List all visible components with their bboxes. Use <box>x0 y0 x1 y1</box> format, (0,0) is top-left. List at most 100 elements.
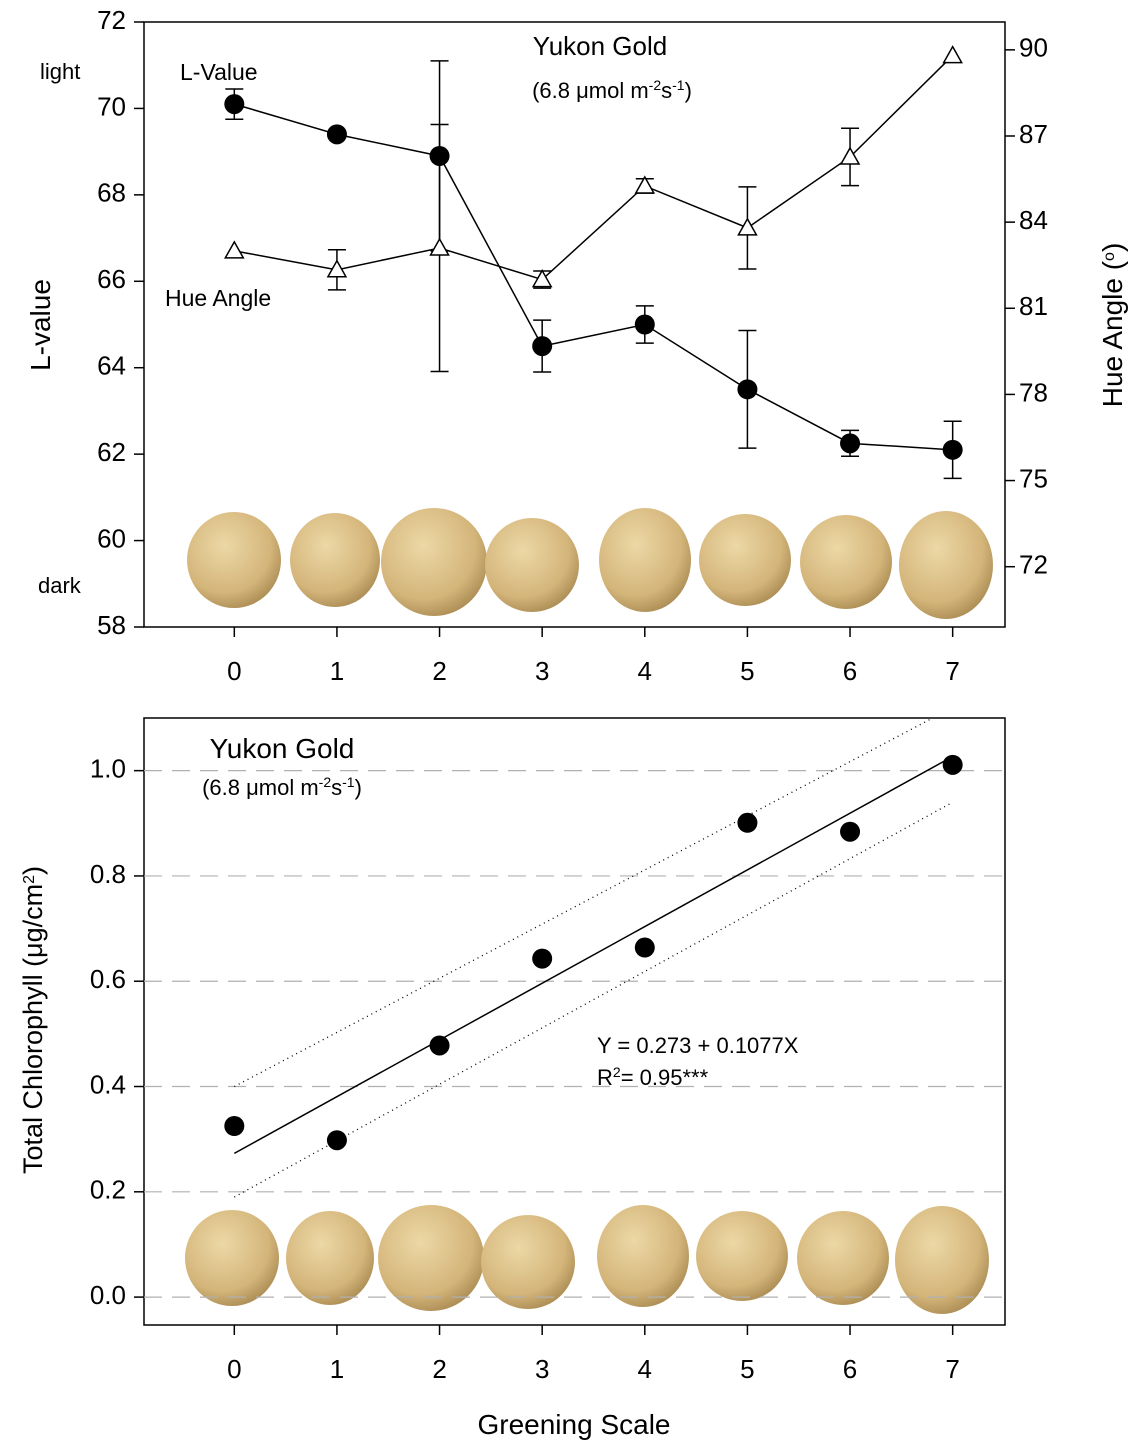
y-tick-label: 0.0 <box>90 1280 126 1310</box>
r2-part: = 0.95*** <box>621 1065 709 1090</box>
data-point <box>840 821 861 842</box>
series-line <box>234 103 953 451</box>
subtitle-part: ) <box>685 78 692 103</box>
data-point <box>326 124 347 145</box>
clip-group <box>233 718 954 1198</box>
y2-tick-label: 72 <box>1019 550 1048 580</box>
y-tick-label: 0.6 <box>90 964 126 994</box>
data-point <box>429 1035 450 1056</box>
label-part: Total Chlorophyll (μg/cm <box>18 884 48 1174</box>
y-tick-label: 72 <box>97 5 126 35</box>
subtitle-part: -1 <box>342 774 355 790</box>
x-tick-label: 5 <box>740 1354 754 1384</box>
y-tick-label: 64 <box>97 351 126 381</box>
label-part: Hue Angle ( <box>1097 260 1128 407</box>
x-tick-label: 6 <box>843 656 857 686</box>
data-point <box>634 314 655 335</box>
data-point <box>737 812 758 833</box>
data-point <box>224 94 245 115</box>
x-tick-label: 7 <box>945 656 959 686</box>
data-point <box>224 240 245 259</box>
y-tick-label: 58 <box>97 610 126 640</box>
label-part: ) <box>18 866 48 875</box>
chart-title: Yukon Gold <box>533 31 667 61</box>
y-tick-label: 62 <box>97 437 126 467</box>
x-tick-label: 1 <box>330 1354 344 1384</box>
series-label: Hue Angle <box>165 285 271 311</box>
chart-subtitle: (6.8 μmol m-2s-1) <box>202 774 362 800</box>
subtitle-part: -2 <box>319 774 332 790</box>
x-tick-label: 4 <box>638 656 652 686</box>
data-point <box>532 948 553 969</box>
y-tick-label: 0.4 <box>90 1069 126 1099</box>
x-tick-label: 4 <box>638 1354 652 1384</box>
subtitle-part: -1 <box>672 77 685 93</box>
data-point <box>224 1116 245 1137</box>
y-tick-label: 1.0 <box>90 754 126 784</box>
data-point <box>429 237 450 256</box>
label-part: o <box>1101 252 1118 261</box>
data-point <box>942 754 963 775</box>
y-tick-label: 0.8 <box>90 859 126 889</box>
y2-tick-label: 75 <box>1019 463 1048 493</box>
y2-tick-label: 84 <box>1019 205 1048 235</box>
subtitle-part: (6.8 μmol m <box>202 775 319 800</box>
x-tick-label: 3 <box>535 656 549 686</box>
y2-tick-label: 87 <box>1019 119 1048 149</box>
x-tick-label: 2 <box>432 1354 446 1384</box>
regression-line <box>233 755 954 1155</box>
label-part: ) <box>1097 243 1128 252</box>
data-point <box>531 269 553 288</box>
data-point <box>737 217 758 236</box>
fit-r2: R2= 0.95*** <box>597 1064 709 1090</box>
x-axis-label: Greening Scale <box>477 1409 670 1440</box>
subtitle-part: s <box>661 78 672 103</box>
annotation: dark <box>38 573 82 598</box>
y-tick-label: 68 <box>97 178 126 208</box>
y2-tick-label: 78 <box>1019 377 1048 407</box>
x-tick-label: 1 <box>330 656 344 686</box>
x-tick-label: 2 <box>432 656 446 686</box>
x-tick-label: 7 <box>945 1354 959 1384</box>
subtitle-part: s <box>331 775 342 800</box>
y-tick-label: 66 <box>97 264 126 294</box>
y2-tick-label: 90 <box>1019 33 1048 63</box>
y-tick-label: 0.2 <box>90 1175 126 1205</box>
x-tick-label: 0 <box>227 656 241 686</box>
x-tick-label: 3 <box>535 1354 549 1384</box>
x-tick-label: 0 <box>227 1354 241 1384</box>
series-line <box>234 55 954 281</box>
confidence-band <box>234 718 935 1088</box>
data-point <box>326 1130 347 1151</box>
data-point <box>326 259 348 278</box>
data-point <box>942 439 963 460</box>
y-axis-label: L-value <box>25 279 56 371</box>
y2-axis-label: Hue Angle (o) <box>1097 243 1128 408</box>
plot-frame <box>143 717 1006 1326</box>
y-tick-label: 70 <box>97 91 126 121</box>
potato-photos <box>185 508 993 1314</box>
chart-title: Yukon Gold <box>210 733 355 764</box>
data-point <box>840 433 861 454</box>
series-label: L-Value <box>180 59 258 85</box>
data-point <box>942 45 963 64</box>
fit-equation: Y = 0.273 + 0.1077X <box>597 1033 799 1058</box>
y-tick-label: 60 <box>97 523 126 553</box>
y-axis-label: Total Chlorophyll (μg/cm2) <box>18 866 48 1174</box>
data-point <box>839 146 861 165</box>
x-tick-label: 5 <box>740 656 754 686</box>
x-tick-label: 6 <box>843 1354 857 1384</box>
label-part: 2 <box>21 875 38 884</box>
r2-part: R <box>597 1065 613 1090</box>
data-point <box>532 336 553 357</box>
y2-tick-label: 81 <box>1019 291 1048 321</box>
chart-subtitle: (6.8 μmol m-2s-1) <box>532 77 692 103</box>
annotation: light <box>40 59 80 84</box>
subtitle-part: -2 <box>649 77 662 93</box>
data-point <box>737 379 758 400</box>
data-point <box>634 937 655 958</box>
plot-frame <box>143 21 1006 628</box>
subtitle-part: (6.8 μmol m <box>532 78 649 103</box>
r2-part: 2 <box>613 1064 621 1080</box>
